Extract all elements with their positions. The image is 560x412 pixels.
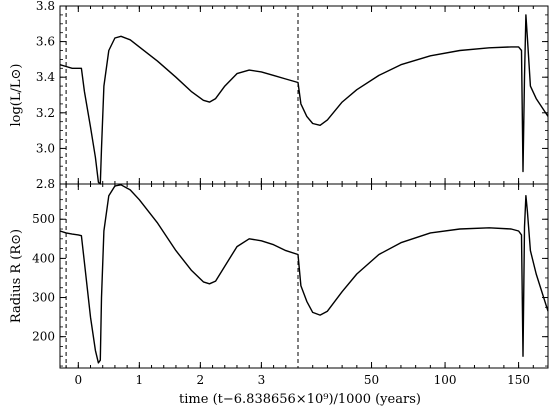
x-tick-label: 2 xyxy=(197,373,205,387)
y-axis-label: log(L/L⊙) xyxy=(9,64,24,127)
y-tick-label: 3.6 xyxy=(36,35,55,49)
x-tick-label: 3 xyxy=(258,373,266,387)
x-axis: 0 1 2 3 50 100 150 xyxy=(74,373,530,387)
x-tick-label: 0 xyxy=(74,373,82,387)
x-axis-label: time (t−6.838656×10⁹)/1000 (years) xyxy=(179,392,421,407)
x-tick-label: 150 xyxy=(507,373,530,387)
x-tick-label: 1 xyxy=(136,373,144,387)
y-tick-label: 200 xyxy=(32,330,55,344)
series-line xyxy=(59,184,549,364)
y-tick-label: 3.4 xyxy=(36,70,55,84)
y-tick-label: 300 xyxy=(32,291,55,305)
y-tick-label: 2.8 xyxy=(36,177,55,191)
y-tick-label: 3.2 xyxy=(36,106,55,120)
x-tick-label: 100 xyxy=(434,373,457,387)
y-tick-label: 400 xyxy=(32,251,55,265)
y-axis-label: Radius R (R⊙) xyxy=(9,229,24,323)
x-tick-label: 50 xyxy=(364,373,379,387)
y-tick-label: 3.8 xyxy=(36,0,55,13)
series-line xyxy=(59,14,549,185)
panel-frame xyxy=(59,5,549,185)
y-tick-label: 500 xyxy=(32,212,55,226)
bottom-panel: 200 300 400 500 Radius R (R⊙) xyxy=(9,183,549,369)
top-panel: 2.8 3.0 3.2 3.4 3.6 3.8 log(L/L⊙) xyxy=(9,0,549,191)
panel-frame xyxy=(59,183,549,369)
y-tick-label: 3.0 xyxy=(36,141,55,155)
